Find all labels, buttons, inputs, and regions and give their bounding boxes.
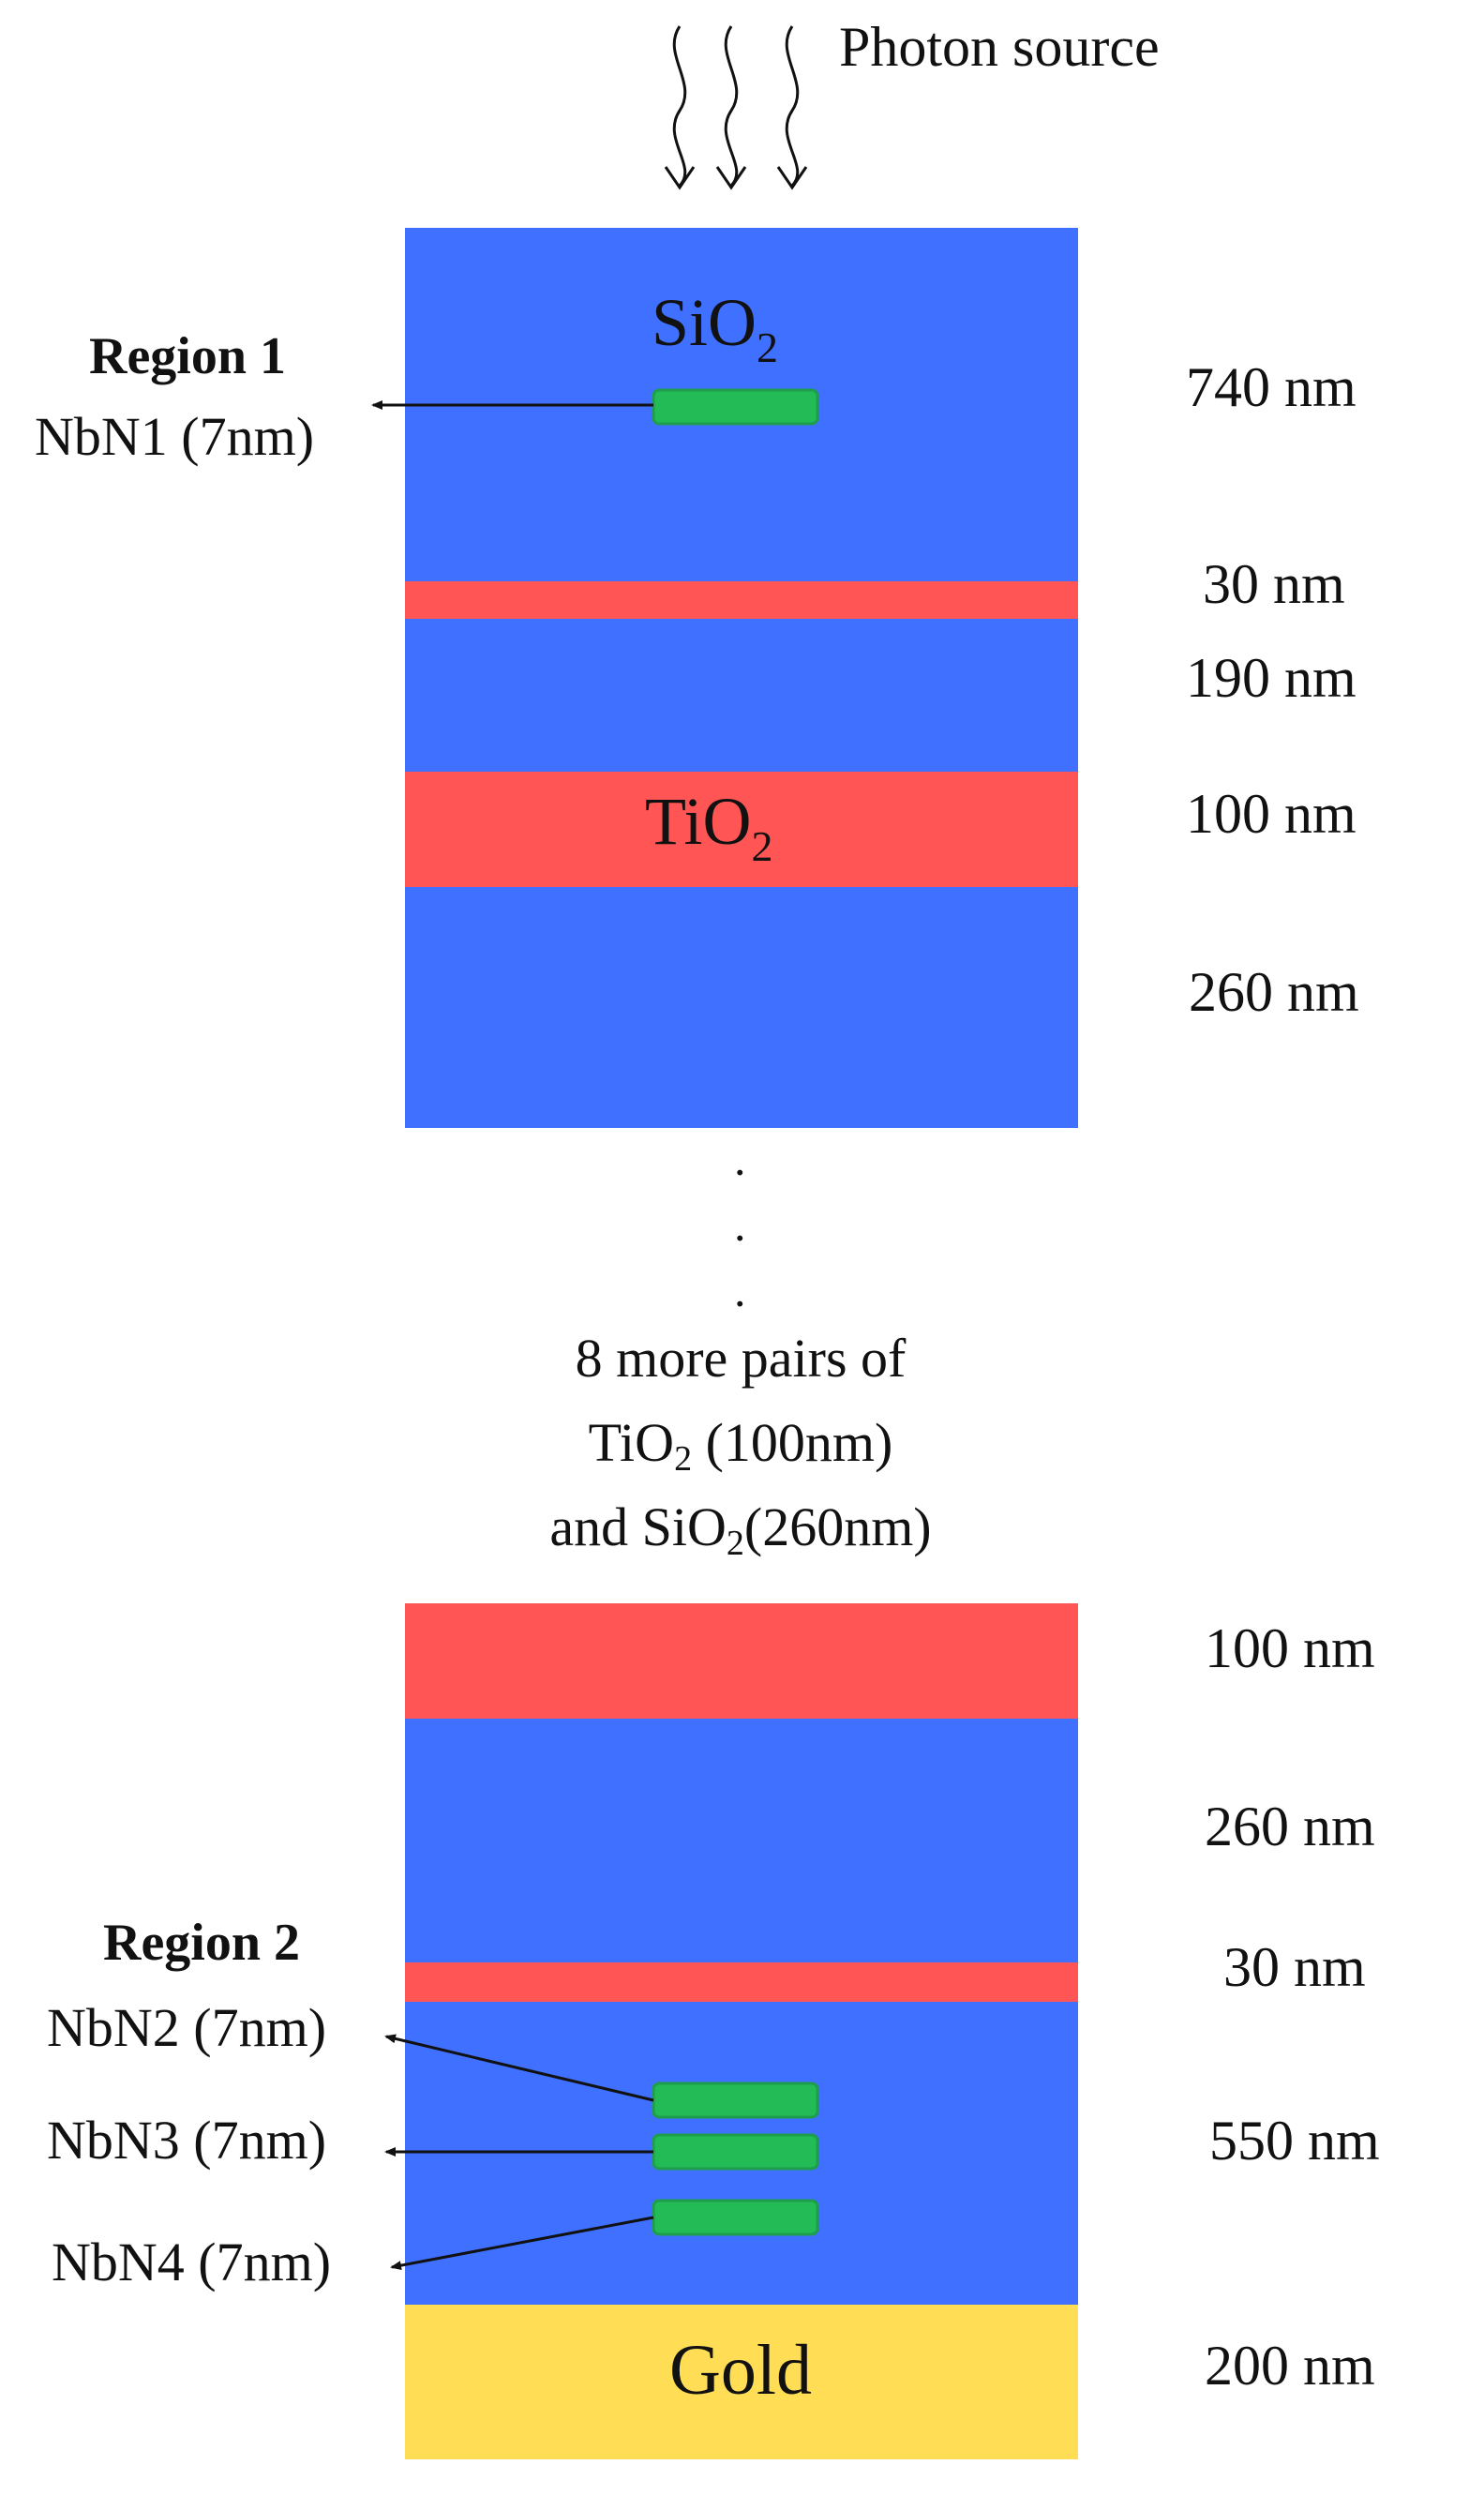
thickness-label: 190 nm: [1186, 647, 1357, 709]
thickness-label: 30 nm: [1223, 1936, 1366, 1998]
layer-gold-200: [405, 2305, 1078, 2459]
photon-wave-icon: [785, 25, 800, 188]
layer-tio2-30: [405, 581, 1078, 619]
photon-source-label: Photon source: [839, 16, 1160, 78]
layer-sio2-260: [405, 1719, 1078, 1962]
sio2-label: SiO2: [652, 285, 778, 371]
thickness-label: 200 nm: [1205, 2335, 1375, 2397]
photon-wave-icon: [672, 25, 687, 188]
layer-tio2-30: [405, 1962, 1078, 2002]
arrowhead-icon: [715, 166, 747, 190]
layer-tio2-100: [405, 772, 1078, 887]
more-pairs-line2: TiO2 (100nm): [589, 1412, 893, 1479]
ellipsis-dot: .: [734, 1198, 746, 1251]
nbn3-label: NbN3 (7nm): [47, 2110, 326, 2171]
nbn3-wire: [652, 2133, 819, 2171]
region2-title: Region 2: [103, 1914, 300, 1972]
top-stack: [405, 228, 1078, 1128]
more-pairs-line3: and SiO2(260nm): [549, 1496, 931, 1563]
more-pairs-line1: 8 more pairs of: [576, 1328, 907, 1389]
nbn4-wire: [652, 2199, 819, 2236]
nbn2-wire: [652, 2082, 819, 2119]
nbn1-wire: [652, 388, 819, 426]
photon-wave-icon: [724, 25, 739, 188]
thickness-label: 260 nm: [1189, 961, 1359, 1023]
arrowhead-icon: [664, 166, 696, 190]
thickness-label: 260 nm: [1205, 1796, 1375, 1857]
arrowhead-icon: [776, 166, 808, 190]
layer-sio2-190: [405, 619, 1078, 772]
photon-arrows: [664, 25, 808, 190]
thickness-label: 30 nm: [1203, 553, 1345, 615]
region1-title: Region 1: [89, 327, 286, 385]
thickness-label: 100 nm: [1205, 1617, 1375, 1679]
nbn2-pointer-arrow: [384, 2034, 654, 2102]
ellipsis-dot: .: [734, 1264, 746, 1316]
gold-label: Gold: [669, 2331, 812, 2410]
nbn4-pointer-arrow: [390, 2216, 654, 2271]
nbn4-label: NbN4 (7nm): [52, 2232, 331, 2292]
nbn1-label: NbN1 (7nm): [35, 406, 314, 467]
ellipsis-dot: .: [734, 1133, 746, 1185]
layer-sio2-260: [405, 887, 1078, 1128]
layer-tio2-100: [405, 1603, 1078, 1719]
thickness-label: 100 nm: [1186, 783, 1357, 845]
tio2-label: TiO2: [645, 784, 772, 870]
thickness-label: 740 nm: [1186, 356, 1357, 418]
nbn2-label: NbN2 (7nm): [47, 1997, 326, 2058]
thickness-label: 550 nm: [1209, 2110, 1380, 2172]
